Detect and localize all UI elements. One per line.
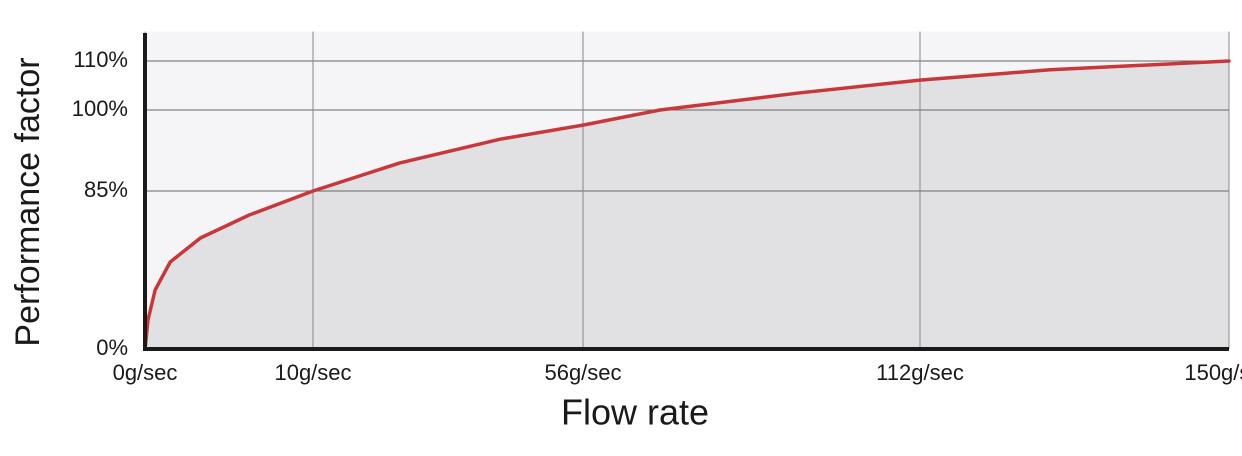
x-tick-label: 10g/sec [274, 360, 351, 385]
y-tick-label: 100% [72, 96, 128, 121]
x-tick-label: 56g/sec [544, 360, 621, 385]
y-tick-label: 85% [84, 177, 128, 202]
x-axis-title: Flow rate [561, 392, 709, 433]
area-fill [145, 61, 1229, 349]
x-tick-label: 112g/sec [876, 360, 964, 385]
x-tick-label: 150g/sec [1184, 360, 1242, 385]
y-axis-title: Performance factor [9, 57, 47, 346]
x-tick-label: 0g/sec [113, 360, 178, 385]
y-tick-label: 110% [73, 47, 128, 72]
data-line [143, 59, 1231, 351]
y-tick-label: 0% [96, 335, 128, 360]
